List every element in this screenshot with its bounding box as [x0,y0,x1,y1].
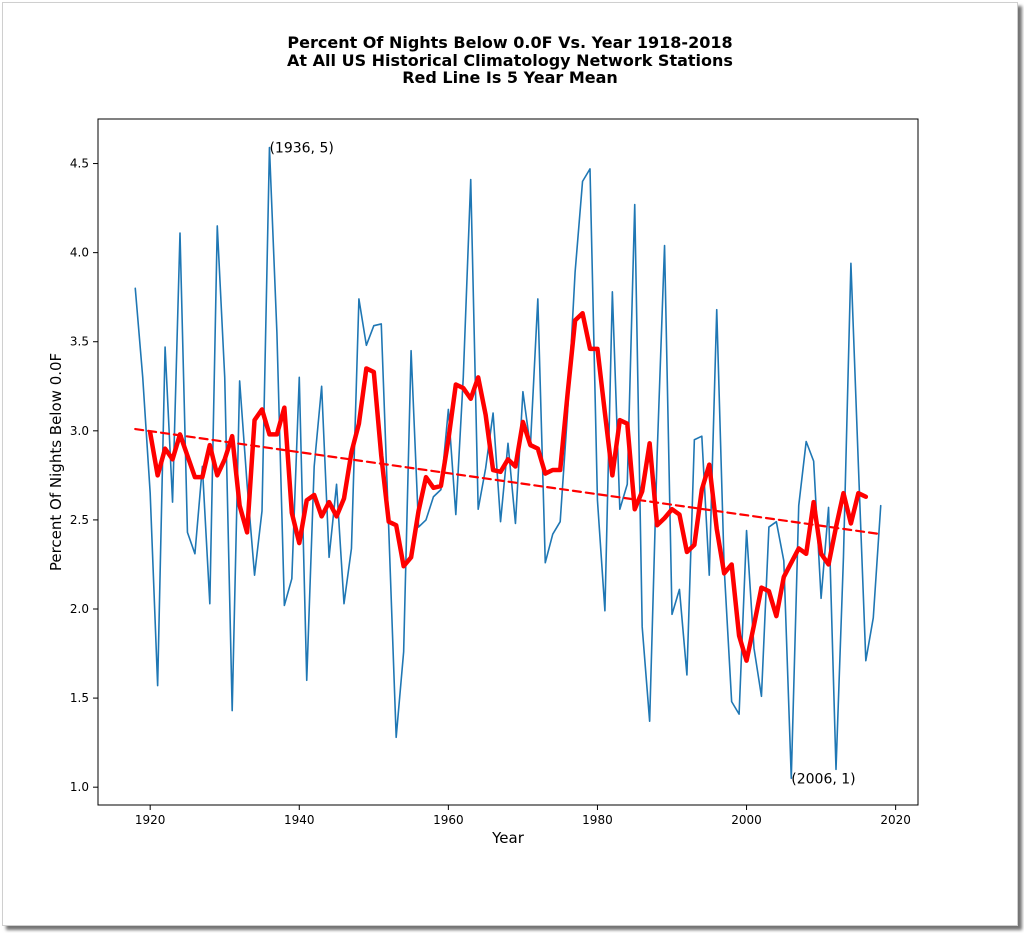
x-tick-label: 1920 [135,813,166,827]
y-tick-label: 3.0 [70,424,89,438]
x-tick-label: 2000 [731,813,762,827]
axes-box [97,118,919,806]
y-tick-label: 2.0 [70,602,89,616]
x-tick-label: 1960 [433,813,464,827]
series-line-trend [134,427,882,536]
chart-title-line-2: At All US Historical Climatology Network… [287,50,733,70]
annotations: (1936, 5) (2006, 1) [269,141,855,788]
x-axis-label: Year [491,829,525,847]
x-tick-label: 1980 [582,813,613,827]
y-tick-label: 3.5 [70,335,89,349]
y-tick-label: 1.5 [70,691,89,705]
series-line-5-year-mean [147,310,869,663]
annotation-label: (2006, 1) [791,771,855,787]
chart-title-line-1: Percent Of Nights Below 0.0F Vs. Year 19… [287,33,733,52]
plot-area [134,146,882,780]
axis-ticks: 1920 1940 1960 1980 2000 2020 1.0 1.5 2.0 2.5 3.0 3… [70,157,911,827]
y-tick-label: 4.0 [70,246,89,260]
annotation-label: (1936, 5) [269,141,333,157]
y-tick-label: 2.5 [70,513,89,527]
y-axis-label: Percent Of Nights Below 0.0F [47,353,65,571]
y-tick-label: 4.5 [70,157,89,171]
y-tick-label: 1.0 [70,780,89,794]
x-tick-label: 1940 [284,813,315,827]
x-tick-label: 2020 [880,813,911,827]
chart-title-line-3: Red Line Is 5 Year Mean [402,68,618,87]
chart-title: Percent Of Nights Below 0.0F Vs. Year 19… [3,34,1017,87]
series-line-annual [134,146,882,780]
